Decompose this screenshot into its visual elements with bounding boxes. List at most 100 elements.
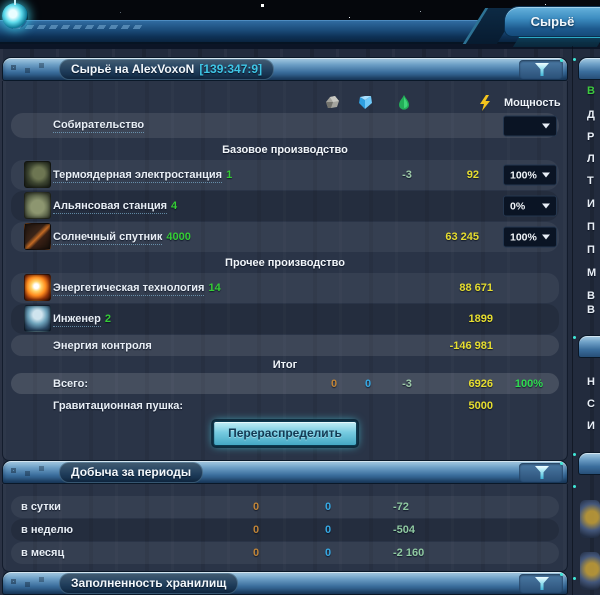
row-alliance-station: Альянсовая станция 4 0%	[3, 191, 567, 221]
clipped-menu-item[interactable]: Л	[587, 153, 595, 165]
clipped-menu-item[interactable]: Р	[587, 131, 595, 143]
clipped-panel-header-edge	[578, 335, 600, 358]
alliance-station-icon[interactable]	[24, 192, 51, 219]
satellite-energy-value: 63 245	[445, 231, 479, 243]
per-week-metal: 0	[252, 524, 260, 536]
clipped-menu-item[interactable]: М	[587, 267, 597, 279]
alliance-station-count: 4	[171, 200, 178, 212]
clipped-menu-item[interactable]: Д	[587, 109, 595, 121]
dropdown-value: 100%	[510, 231, 537, 243]
alliance-station-link[interactable]: Альянсовая станция	[53, 200, 168, 214]
corner-dot	[573, 453, 576, 456]
solar-satellite-link[interactable]: Солнечный спутник	[53, 231, 163, 245]
engineer-link[interactable]: Инженер	[53, 313, 101, 327]
row-control-energy: Энергия контроля -146 981	[3, 335, 567, 356]
storage-panel: Заполненность хранилищ	[2, 571, 568, 595]
mining-periods-panel: Добыча за периоды в сутки 0 0 -72 в неде…	[2, 460, 568, 572]
topbar-decoration	[12, 25, 146, 29]
dropdown-value: 100%	[510, 169, 537, 181]
satellite-power-dropdown[interactable]: 100%	[503, 226, 557, 248]
column-header-row: Мощность	[3, 81, 567, 113]
clipped-menu-item[interactable]: П	[587, 244, 595, 256]
per-week-crystal: 0	[324, 524, 332, 536]
dropdown-arrow-icon	[542, 123, 550, 128]
gravity-gun-energy-value: 5000	[468, 399, 493, 412]
panel-title: Заполненность хранилищ	[59, 572, 239, 594]
mining-panel-body: в сутки 0 0 -72 в неделю 0 0 -504 в меся…	[2, 484, 568, 572]
engineer-count: 2	[104, 313, 111, 325]
resources-panel-header: Сырьё на AlexVoxoN [139:347:9]	[2, 57, 568, 81]
per-month-deuterium: -2 160	[393, 547, 425, 559]
row-energy-technology: Энергетическая технология 14 88 671	[3, 273, 567, 303]
section-base-production: Базовое производство	[222, 144, 348, 156]
mining-panel-header: Добыча за периоды	[2, 460, 568, 484]
dropdown-arrow-icon	[542, 203, 550, 209]
power-column-label: Мощность	[504, 97, 561, 109]
energy-technology-icon[interactable]	[24, 274, 51, 301]
clipped-menu-item[interactable]: В	[587, 290, 595, 302]
clipped-menu-item[interactable]: И	[587, 198, 595, 210]
per-month-crystal: 0	[324, 547, 332, 559]
clipped-menu-item[interactable]: И	[587, 420, 595, 432]
panel-title: Добыча за периоды	[59, 461, 204, 483]
section-total: Итог	[272, 359, 298, 371]
per-day-label: в сутки	[21, 501, 61, 513]
total-energy-value: 6926	[468, 377, 493, 390]
clipped-green-item[interactable]: В	[587, 85, 595, 97]
row-solar-satellite: Солнечный спутник 4000 63 245 100%	[3, 222, 567, 252]
planet-coordinates: [139:347:9]	[199, 61, 263, 76]
redistribute-button[interactable]: Перераспределить	[213, 421, 357, 446]
engineer-energy-value: 1899	[468, 313, 493, 325]
tech-energy-value: 88 671	[459, 282, 493, 294]
gathering-dropdown[interactable]	[503, 115, 557, 136]
fusion-plant-link[interactable]: Термоядерная электростанция	[53, 169, 223, 183]
engineer-icon[interactable]	[24, 305, 51, 332]
per-month-metal: 0	[252, 547, 260, 559]
energy-technology-link[interactable]: Энергетическая технология	[53, 282, 205, 296]
planet-glow-icon[interactable]	[2, 0, 28, 29]
fusion-plant-count: 1	[226, 169, 233, 181]
clipped-menu-item[interactable]: Н	[587, 376, 595, 388]
fusion-plant-icon[interactable]	[24, 161, 51, 188]
tab-resources[interactable]: Сырьё	[504, 6, 600, 37]
per-day-crystal: 0	[324, 501, 332, 513]
energy-icon	[480, 95, 490, 111]
total-percent-value: 100%	[514, 377, 544, 390]
row-per-month: в месяц 0 0 -2 160	[3, 542, 567, 564]
alliance-power-dropdown[interactable]: 0%	[503, 195, 557, 217]
storage-panel-header: Заполненность хранилищ	[2, 571, 568, 595]
topbar-shadow	[0, 44, 600, 49]
rivets-decoration	[13, 67, 14, 68]
clipped-menu-item[interactable]: П	[587, 221, 595, 233]
fusion-power-dropdown[interactable]: 100%	[503, 164, 557, 186]
resources-panel-body: Мощность Собирательство Базовое производ…	[2, 81, 568, 461]
control-energy-value: -146 981	[449, 339, 493, 352]
solar-satellite-count: 4000	[166, 231, 191, 243]
solar-satellite-icon[interactable]	[24, 223, 51, 250]
per-week-label: в неделю	[21, 524, 74, 536]
rivets-decoration	[13, 470, 14, 471]
clipped-ship-thumbnail	[580, 500, 600, 538]
right-clipped-panels: В Д Р Л Т И П П М В В Н С И	[572, 0, 600, 595]
corner-dot	[560, 59, 563, 62]
corner-dot	[573, 336, 576, 339]
clipped-panel-header-edge	[578, 57, 600, 80]
clipped-menu-item[interactable]: С	[587, 398, 595, 410]
corner-dot	[573, 58, 576, 61]
clipped-menu-item[interactable]: В	[587, 304, 595, 316]
rivets-decoration	[13, 581, 14, 582]
row-engineer: Инженер 2 1899	[3, 304, 567, 334]
control-energy-label: Энергия контроля	[53, 339, 152, 352]
fusion-deuterium-value: -3	[402, 169, 412, 181]
panel-title-text: Сырьё на AlexVoxoN	[71, 61, 195, 76]
panel-title-text: Заполненность хранилищ	[71, 575, 227, 590]
dropdown-arrow-icon	[542, 234, 550, 240]
clipped-menu-item[interactable]: Т	[587, 175, 594, 187]
metal-icon	[326, 96, 339, 108]
gravity-gun-label: Гравитационная пушка:	[53, 399, 184, 412]
corner-dot	[573, 485, 576, 488]
clipped-ship-thumbnail	[580, 552, 600, 590]
gathering-link[interactable]: Собирательство	[53, 118, 145, 133]
per-week-deuterium: -504	[393, 524, 416, 536]
